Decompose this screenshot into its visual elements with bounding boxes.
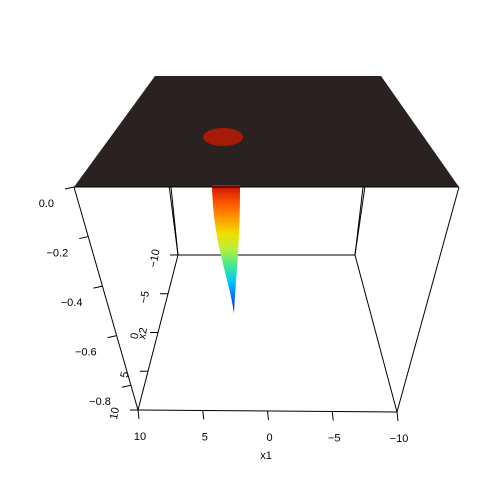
z-tick-mark — [79, 236, 89, 240]
z-tick-label: −0.4 — [61, 297, 83, 309]
y-tick-label: 5 — [119, 371, 132, 379]
surface-plane — [74, 76, 459, 187]
box-edge-front-left-vertical — [73, 186, 139, 411]
x-tick-mark — [396, 411, 399, 422]
x-tick-label: 10 — [134, 431, 146, 443]
x-tick-mark — [137, 409, 140, 420]
y-tick-label: 0 — [129, 332, 142, 340]
z-axis: 0.0 −0.2 −0.4 −0.6 −0.8 — [39, 186, 131, 408]
box-edge-front-right-vertical — [396, 186, 460, 413]
surface-well-funnel — [212, 187, 240, 314]
x-tick-label: −10 — [390, 433, 409, 445]
surface-well-rim — [203, 128, 243, 146]
surface-well — [212, 185, 240, 314]
x-tick-mark — [267, 410, 269, 421]
box-front-edges — [73, 186, 460, 413]
box-edge-floor-right — [354, 254, 398, 413]
x-tick-mark — [202, 410, 205, 420]
y-tick-label: −5 — [138, 290, 152, 304]
z-tick-mark — [121, 384, 131, 388]
z-tick-label: 0.0 — [39, 198, 54, 210]
z-tick-label: −0.8 — [89, 396, 111, 408]
x-tick-mark — [331, 411, 334, 421]
y-axis-label: x2 — [136, 327, 150, 341]
y-axis: −10 −5 0 5 10 — [108, 248, 178, 421]
box-edge-inner-right — [354, 186, 364, 256]
x-tick-label: 5 — [202, 432, 208, 444]
y-tick-label: −10 — [148, 248, 163, 268]
z-tick-mark — [107, 335, 117, 339]
z-tick-mark — [93, 285, 103, 289]
x-axis: 10 5 0 −5 −10 — [134, 409, 409, 445]
y-tick-label: 10 — [108, 406, 122, 420]
box-edge-inner-left — [170, 186, 179, 256]
x-axis-label: x1 — [260, 450, 272, 462]
z-tick-label: −0.2 — [47, 248, 69, 260]
z-tick-mark — [64, 186, 75, 190]
z-tick-label: −0.6 — [75, 347, 97, 359]
x-tick-label: 0 — [266, 432, 272, 444]
x-tick-label: −5 — [328, 433, 341, 445]
